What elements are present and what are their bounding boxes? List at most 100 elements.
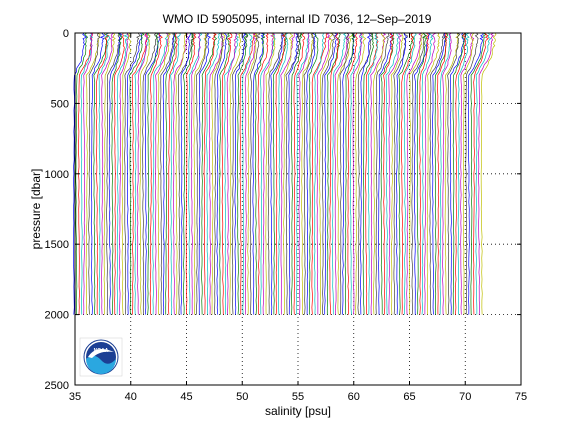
salinity-profile-line: [95, 32, 110, 315]
salinity-profile-line: [447, 32, 461, 315]
x-tick-label: 45: [180, 391, 192, 403]
salinity-profile-line: [90, 32, 106, 315]
salinity-profile-line: [134, 32, 151, 315]
salinity-profile-line: [196, 32, 209, 315]
salinity-profile-line: [344, 32, 356, 315]
salinity-profile-line: [278, 32, 289, 315]
y-tick-label: 2000: [45, 310, 69, 322]
salinity-profile-line: [72, 32, 88, 315]
salinity-profile-line: [190, 32, 201, 315]
salinity-profile-line: [265, 32, 276, 315]
salinity-profile-line: [229, 32, 242, 315]
salinity-profile-line: [396, 32, 408, 315]
profiles: [72, 32, 497, 315]
salinity-profile-line: [270, 32, 284, 315]
salinity-profile-line: [398, 32, 415, 315]
salinity-profile-line: [301, 32, 315, 315]
salinity-profile-line: [339, 32, 349, 315]
salinity-profile-line: [221, 32, 233, 315]
salinity-profile-line: [480, 32, 497, 315]
salinity-profile-line: [180, 32, 192, 315]
salinity-profile-line: [208, 32, 224, 315]
salinity-profile-line: [224, 32, 239, 315]
salinity-profile-line: [75, 32, 89, 315]
salinity-profile-line: [444, 32, 460, 315]
noaa-logo: NOAA: [79, 337, 123, 377]
salinity-profile-line: [347, 32, 358, 315]
salinity-profile-line: [275, 32, 287, 315]
salinity-profile-line: [285, 32, 302, 315]
salinity-profile-line: [216, 32, 228, 315]
x-axis-label: salinity [psu]: [265, 404, 331, 418]
salinity-profile-line: [373, 32, 386, 315]
salinity-profile-line: [242, 32, 253, 315]
salinity-profile-line: [78, 32, 93, 315]
salinity-profile-line: [401, 32, 415, 315]
salinity-profile-line: [249, 32, 261, 315]
salinity-profile-line: [80, 32, 94, 315]
salinity-profile-line: [111, 32, 123, 315]
salinity-profile-line: [178, 32, 194, 315]
salinity-profile-line: [203, 32, 217, 315]
salinity-profile-line: [385, 32, 400, 315]
salinity-profile-line: [439, 32, 451, 315]
salinity-profile-line: [432, 32, 447, 315]
salinity-profile-line: [319, 32, 334, 315]
salinity-profile-line: [416, 32, 428, 315]
salinity-profile-line: [226, 32, 238, 315]
salinity-profile-line: [452, 32, 466, 315]
y-axis: 0 500 1000 1500 2000 2500: [45, 28, 521, 392]
salinity-profile-line: [149, 32, 163, 315]
salinity-profile-line: [231, 32, 249, 315]
salinity-profile-line: [296, 32, 310, 315]
salinity-profile-line: [421, 32, 434, 315]
salinity-profile-line: [116, 32, 129, 315]
salinity-profile-line: [98, 32, 111, 315]
salinity-profile-line: [324, 32, 339, 315]
salinity-profile-line: [193, 32, 207, 315]
salinity-profile-line: [337, 32, 353, 315]
salinity-profile-line: [462, 32, 475, 315]
salinity-profile-line: [137, 32, 148, 315]
salinity-profile-line: [280, 32, 296, 315]
salinity-profile-line: [262, 32, 276, 315]
y-tick-label: 1000: [45, 169, 69, 181]
salinity-profile-line: [247, 32, 258, 315]
salinity-profile-line: [175, 32, 188, 315]
x-axis: 35 40 45 50 55 60 65 70 75: [69, 33, 527, 403]
salinity-profile-line: [426, 32, 441, 315]
salinity-profile-line: [329, 32, 340, 315]
salinity-profile-line: [257, 32, 269, 315]
salinity-profile-line: [473, 32, 489, 315]
salinity-profile-line: [390, 32, 404, 315]
salinity-profile-line: [88, 32, 101, 315]
salinity-profile-line: [157, 32, 171, 315]
salinity-profile-line: [326, 32, 341, 315]
salinity-profile-line: [360, 32, 371, 315]
salinity-profile-line: [362, 32, 374, 315]
salinity-profile-line: [383, 32, 394, 315]
salinity-profile-line: [214, 32, 224, 315]
salinity-profile-line: [198, 32, 212, 315]
y-tick-label: 500: [51, 98, 69, 110]
salinity-profile-line: [388, 32, 403, 315]
salinity-profile-line: [367, 32, 379, 315]
salinity-profile-line: [478, 32, 495, 315]
salinity-profile-line: [155, 32, 170, 315]
x-tick-label: 35: [69, 391, 81, 403]
y-axis-label: pressure [dbar]: [29, 169, 43, 250]
salinity-profile-line: [126, 32, 142, 315]
salinity-profile-line: [219, 32, 230, 315]
grid: [75, 33, 521, 385]
logo-text: NOAA: [94, 348, 109, 354]
salinity-profile-line: [457, 32, 470, 315]
salinity-profile-line: [298, 32, 310, 315]
salinity-profile-line: [272, 32, 288, 315]
salinity-profile-line: [167, 32, 178, 315]
logo-bird: [88, 348, 114, 358]
salinity-profile-line: [129, 32, 145, 315]
salinity-profile-line: [101, 32, 114, 315]
y-tick-label: 2500: [45, 380, 69, 392]
salinity-profile-line: [260, 32, 276, 315]
salinity-profile-line: [424, 32, 437, 315]
